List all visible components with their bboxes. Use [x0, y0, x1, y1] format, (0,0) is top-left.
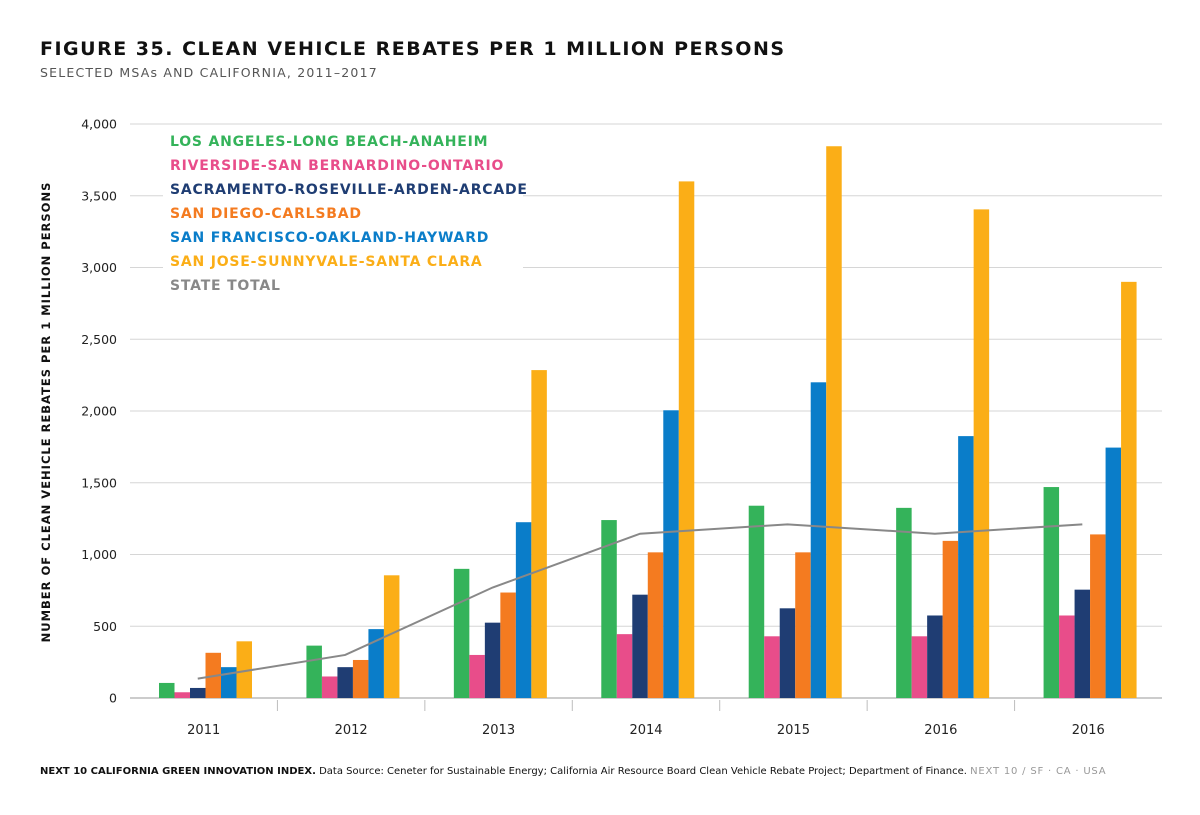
y-tick-label: 1,500: [81, 475, 117, 490]
legend-entry: SACRAMENTO-ROSEVILLE-ARDEN-ARCADE: [170, 182, 528, 198]
y-tick-label: 500: [93, 619, 117, 634]
state-total-polyline: [197, 523, 1083, 680]
source-text: Data Source: Ceneter for Sustainable Ene…: [319, 766, 967, 777]
bar: [469, 654, 485, 698]
bar: [1090, 534, 1106, 698]
x-tick-label: 2014: [629, 723, 662, 738]
bar: [779, 608, 796, 698]
bar: [927, 615, 943, 698]
bar: [236, 641, 252, 698]
legend-backdrop: [163, 226, 523, 247]
bar: [1074, 589, 1091, 698]
bar: [826, 146, 842, 698]
legend-backdrop: [163, 178, 523, 199]
bar: [678, 181, 695, 698]
y-tick-label: 0: [109, 691, 117, 706]
legend-backdrop: [163, 250, 523, 271]
bar: [1105, 447, 1122, 698]
x-tick-label: 2011: [187, 723, 220, 738]
brand-text: NEXT 10 / SF · CA · USA: [970, 766, 1107, 777]
bar: [958, 436, 974, 698]
x-tick-label: 2012: [335, 723, 368, 738]
bar: [159, 682, 175, 698]
bar: [321, 676, 338, 698]
x-axis: 2011 2012 2013 2014 2015 2016 2016: [187, 700, 1105, 738]
y-tick-label: 2,000: [81, 404, 117, 419]
source-footer: NEXT 10 CALIFORNIA GREEN INNOVATION INDE…: [40, 766, 1106, 777]
legend-entry: SAN DIEGO-CARLSBAD: [170, 206, 362, 222]
x-tick-label: 2016: [924, 723, 957, 738]
bar: [896, 507, 912, 698]
bar: [795, 552, 811, 698]
y-axis-label: NUMBER OF CLEAN VEHICLE REBATES PER 1 MI…: [39, 182, 53, 643]
bar: [383, 575, 400, 698]
x-tick-label: 2013: [482, 723, 515, 738]
state-total-line: [197, 523, 1083, 680]
bar: [500, 592, 516, 698]
legend-entry: RIVERSIDE-SAN BERNARDINO-ONTARIO: [170, 158, 504, 174]
legend-entry: SAN JOSE-SUNNYVALE-SANTA CLARA: [170, 254, 483, 270]
bar: [601, 520, 617, 698]
bar: [1059, 615, 1075, 698]
legend-backdrop: [163, 154, 523, 175]
bar: [337, 667, 353, 698]
bar: [764, 636, 780, 698]
chart-subtitle: SELECTED MSAs AND CALIFORNIA, 2011–2017: [40, 65, 378, 80]
bar: [647, 552, 664, 698]
y-tick-label: 2,500: [81, 332, 117, 347]
source-lead: NEXT 10 CALIFORNIA GREEN INNOVATION INDE…: [40, 766, 316, 777]
x-tick-label: 2015: [777, 723, 810, 738]
bar: [616, 634, 633, 698]
bar: [352, 659, 369, 698]
bar: [663, 410, 679, 698]
bar: [1043, 487, 1060, 698]
bar: [810, 382, 827, 698]
legend-entry: LOS ANGELES-LONG BEACH-ANAHEIM: [170, 134, 488, 150]
y-tick-label: 3,000: [81, 260, 117, 275]
x-tick-label: 2016: [1072, 723, 1105, 738]
chart-title: FIGURE 35. CLEAN VEHICLE REBATES PER 1 M…: [40, 38, 786, 60]
bar: [1121, 281, 1137, 698]
y-tick-label: 1,000: [81, 547, 117, 562]
legend-backdrop: [163, 130, 523, 151]
bar: [515, 522, 532, 698]
bars: [159, 146, 1137, 698]
legend: LOS ANGELES-LONG BEACH-ANAHEIM RIVERSIDE-…: [163, 130, 528, 295]
bar: [973, 209, 990, 698]
bar: [306, 645, 322, 698]
bar: [368, 629, 384, 698]
y-axis-ticks: 0 500 1,000 1,500 2,000 2,500 3,000 3,500 4,000: [81, 117, 117, 706]
y-tick-label: 4,000: [81, 117, 117, 132]
bar: [484, 622, 501, 698]
bar: [190, 687, 206, 698]
bar: [748, 505, 765, 698]
bar: [531, 370, 547, 698]
grid-lines: [130, 123, 1162, 699]
bar: [174, 692, 190, 698]
legend-backdrop: [163, 274, 523, 295]
bar: [632, 594, 648, 698]
bar: [911, 636, 928, 698]
y-tick-label: 3,500: [81, 188, 117, 203]
legend-entry: STATE TOTAL: [170, 278, 281, 294]
bar: [942, 540, 959, 698]
legend-entry: SAN FRANCISCO-OAKLAND-HAYWARD: [170, 230, 489, 246]
bar: [453, 568, 470, 698]
legend-backdrop: [163, 202, 523, 223]
